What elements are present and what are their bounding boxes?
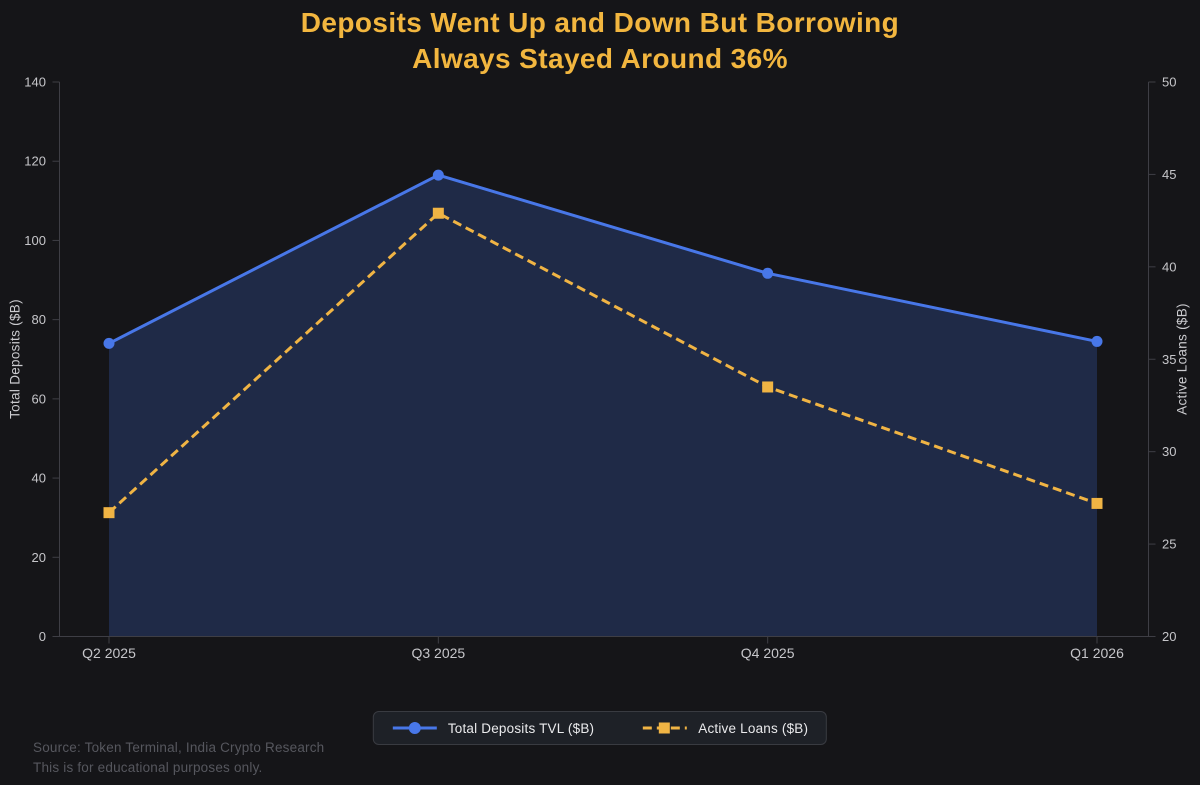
deposits-point-marker [432,169,444,181]
legend-square-marker [659,722,671,734]
left-tick-label: 20 [32,550,46,565]
loans-point-marker [432,207,444,219]
left-tick-label: 40 [32,471,46,486]
loans-point-marker [103,507,115,519]
chart-title-line2: Always Stayed Around 36% [412,43,788,74]
loans-point-marker [762,381,774,393]
right-tick-label: 50 [1162,75,1176,90]
deposits-area-fill [109,175,1097,637]
source-line2: This is for educational purposes only. [33,760,263,775]
deposits-series-legend-icon [392,722,437,734]
legend-label-deposits: Total Deposits TVL ($B) [447,720,595,736]
right-tick-label: 20 [1162,629,1176,644]
chart-title: Deposits Went Up and Down But Borrowing … [0,5,1200,77]
left-tick-label: 80 [32,312,46,327]
source-note: Source: Token Terminal, India Crypto Res… [33,738,324,778]
right-tick-label: 40 [1162,259,1176,274]
legend-entry-loans: Active Loans ($B) [642,721,808,736]
x-tick-label: Q1 2026 [1070,645,1124,661]
right-tick-label: 35 [1162,352,1176,367]
x-tick-label: Q4 2025 [741,645,795,661]
deposits-point-marker [1091,335,1103,347]
x-tick-label: Q2 2025 [82,645,136,661]
left-tick-label: 140 [24,75,46,90]
deposits-point-marker [762,267,774,279]
left-tick-label: 60 [32,391,46,406]
legend-entry-deposits: Total Deposits TVL ($B) [392,721,594,736]
right-tick-label: 45 [1162,167,1176,182]
left-tick-label: 100 [24,233,46,248]
loans-point-marker [1091,497,1103,509]
left-tick-label: 120 [24,154,46,169]
chart-legend: Total Deposits TVL ($B) Active Loans ($B… [372,711,828,745]
deposits-line [108,173,1098,345]
x-tick-label: Q3 2025 [411,645,465,661]
loans-line [107,211,1098,514]
deposits-point-marker [103,337,115,349]
right-axis-title: Active Loans ($B) [1174,303,1190,415]
legend-circle-marker [408,722,421,734]
right-tick-label: 30 [1162,444,1176,459]
left-tick-label: 0 [39,629,46,644]
left-axis-title: Total Deposits ($B) [7,299,23,419]
legend-label-loans: Active Loans ($B) [698,720,809,736]
source-line1: Source: Token Terminal, India Crypto Res… [33,740,325,755]
chart-title-line1: Deposits Went Up and Down But Borrowing [300,7,900,38]
right-tick-label: 25 [1162,537,1176,552]
loans-series-legend-icon [643,722,688,734]
